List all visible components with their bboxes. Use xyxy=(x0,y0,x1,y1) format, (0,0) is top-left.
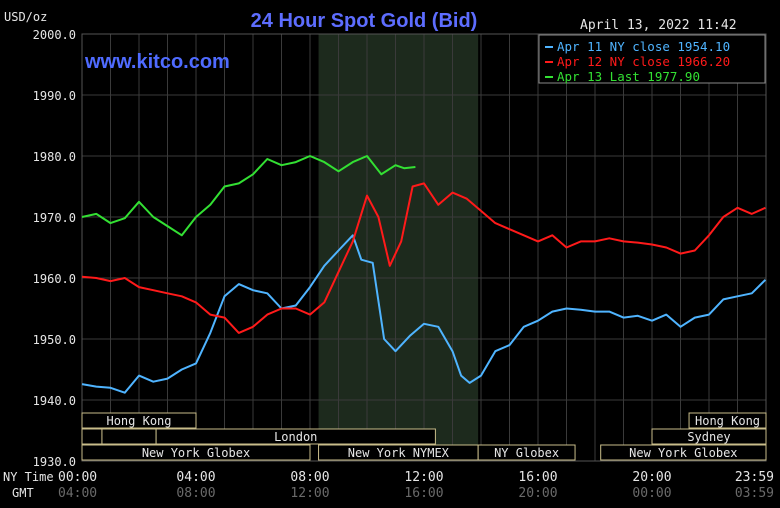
session-bar-label: NY Globex xyxy=(494,446,559,460)
legend-box xyxy=(538,34,766,84)
session-bar xyxy=(81,444,311,461)
watermark: www.kitco.com xyxy=(84,51,230,73)
x-tick-label-ny: 20:00 xyxy=(632,470,671,485)
session-bar xyxy=(81,412,197,429)
series-line xyxy=(81,182,766,334)
x-tick-label-gmt: 16:00 xyxy=(404,486,443,501)
plot-area: 2000.0 1990.0 1980.0 1970.0 1960.0 1950.0 1940… xyxy=(33,28,774,501)
y-axis-unit-label: USD/oz xyxy=(4,10,47,24)
y-tick-label: 1990.0 xyxy=(33,89,76,103)
x-tick-label-gmt: 04:00 xyxy=(58,486,97,501)
session-bar-label: New York NYMEX xyxy=(348,446,450,460)
session-bar xyxy=(155,428,436,445)
series-line xyxy=(81,234,767,394)
x-tick-label-ny: 04:00 xyxy=(176,470,215,485)
session-bar xyxy=(600,444,767,461)
session-bar-label: Hong Kong xyxy=(695,414,760,428)
session-bar-label: London xyxy=(274,430,317,444)
session-bar xyxy=(651,428,767,445)
legend-entry: Apr 11 NY close 1954.10 xyxy=(557,39,730,54)
gmt-label: GMT xyxy=(12,486,34,500)
session-bar-blank xyxy=(101,428,157,445)
x-tick-label-ny: 08:00 xyxy=(290,470,329,485)
session-bar-label: New York Globex xyxy=(629,446,737,460)
plot-frame xyxy=(81,33,767,462)
x-tick-label-ny: 16:00 xyxy=(518,470,557,485)
x-tick-label-ny: 12:00 xyxy=(404,470,443,485)
legend-entry: Apr 13 Last 1977.90 xyxy=(557,69,700,84)
ny-time-label: NY Time xyxy=(3,470,54,484)
session-bar-label: Hong Kong xyxy=(106,414,171,428)
chart-date: April 13, 2022 11:42 xyxy=(580,18,737,33)
x-tick-label-ny: 00:00 xyxy=(58,470,97,485)
x-tick-label-gmt: 08:00 xyxy=(176,486,215,501)
y-tick-label: 1970.0 xyxy=(33,211,76,225)
y-tick-label: 1930.0 xyxy=(33,455,76,469)
chart-title: 24 Hour Spot Gold (Bid) xyxy=(251,10,478,32)
x-tick-label-gmt: 00:00 xyxy=(632,486,671,501)
legend-entry: Apr 12 NY close 1966.20 xyxy=(557,54,730,69)
session-bar-label: Sydney xyxy=(687,430,730,444)
session-bar xyxy=(477,444,576,461)
series-line xyxy=(81,155,416,237)
y-tick-label: 1950.0 xyxy=(33,333,76,347)
x-tick-label-gmt: 12:00 xyxy=(290,486,329,501)
y-tick-label: 1940.0 xyxy=(33,394,76,408)
session-bar xyxy=(688,412,767,429)
session-bar-blank xyxy=(81,428,103,445)
x-tick-label-gmt: 03:59 xyxy=(735,486,774,501)
session-bar-label: New York Globex xyxy=(142,446,250,460)
x-tick-label-ny: 23:59 xyxy=(735,470,774,485)
session-bars: Hong Kong Hong Kong London Sydney New York G… xyxy=(81,412,767,461)
x-tick-label-gmt: 20:00 xyxy=(518,486,557,501)
y-tick-label: 2000.0 xyxy=(33,28,76,42)
y-tick-label: 1980.0 xyxy=(33,150,76,164)
y-tick-label: 1960.0 xyxy=(33,272,76,286)
